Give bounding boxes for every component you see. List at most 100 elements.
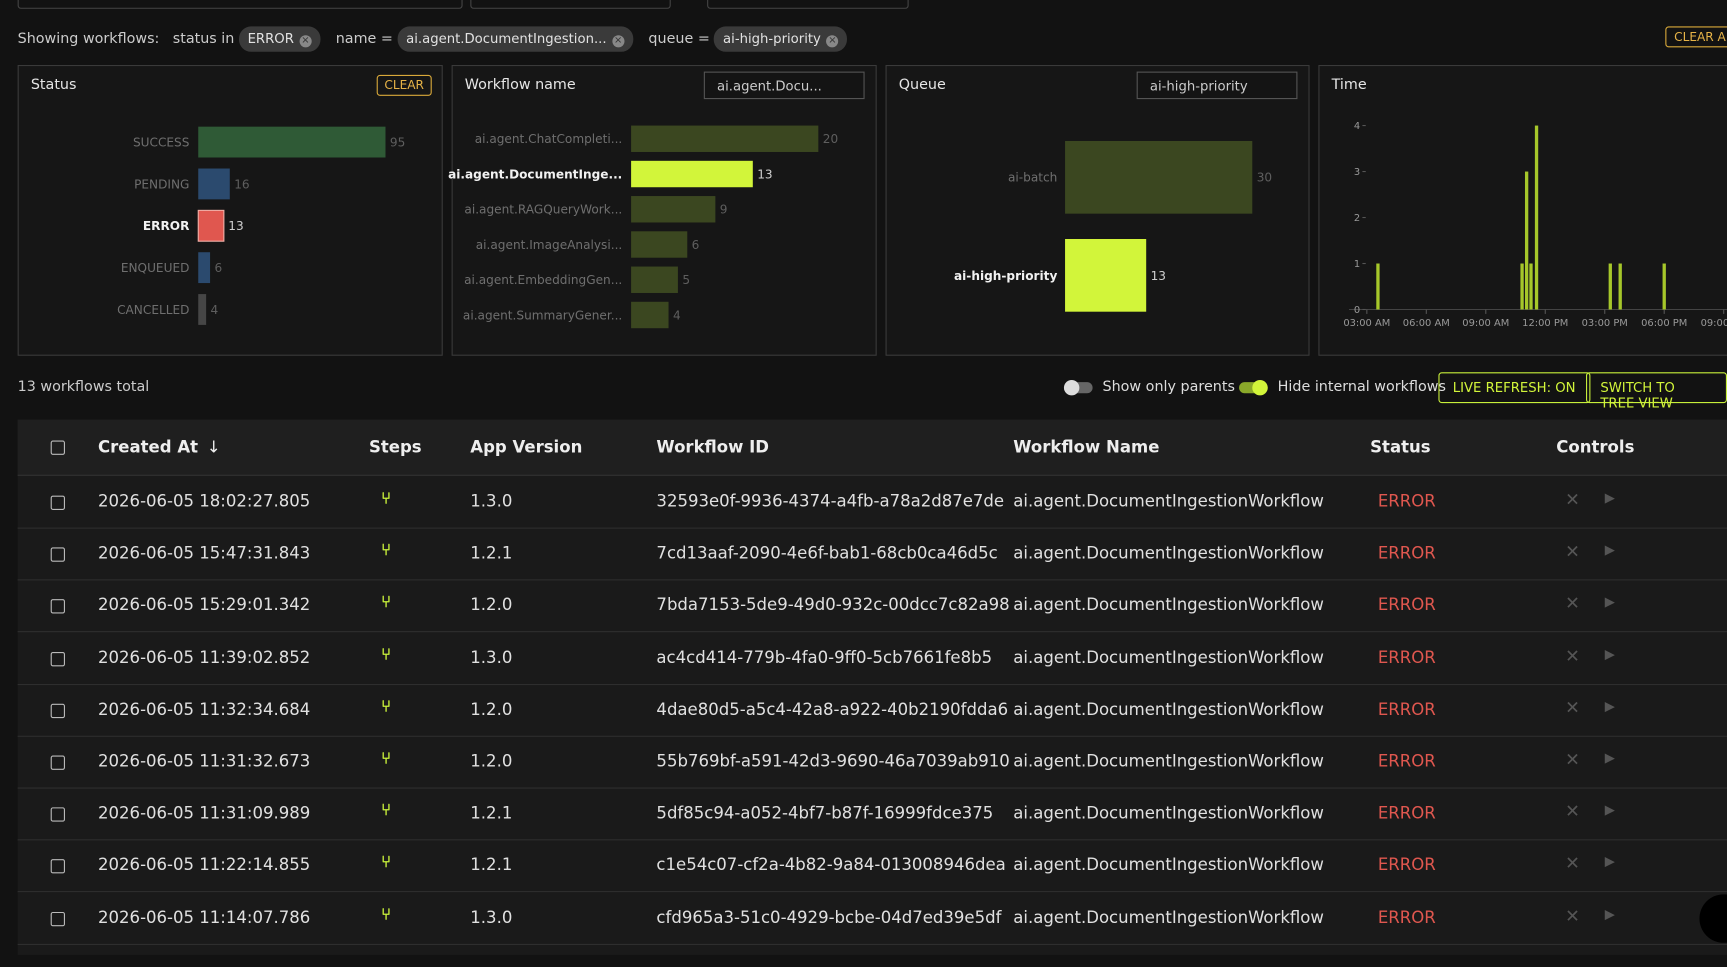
resume-icon[interactable]: ▶ [1604,698,1615,714]
table-cell: ai.agent.DocumentIngestionWorkflow [1013,647,1324,668]
panel-title: Queue [898,77,946,94]
table-row [17,684,1727,737]
table-row [17,788,1727,841]
column-header: App Version [470,437,583,458]
status-cell: ERROR [1377,751,1436,771]
table-cell: 2026-06-05 11:32:34.684 [98,699,311,719]
resume-icon[interactable]: ▶ [1604,802,1615,818]
status-panel: Status CLEAR [17,64,443,356]
row-checkbox[interactable] [50,651,65,666]
table-cell: 1.3.0 [470,907,513,927]
sort-arrow: ↓ [206,437,221,458]
table-cell: 2026-06-05 11:14:07.786 [98,907,311,927]
resume-icon[interactable]: ▶ [1604,542,1615,558]
resume-icon[interactable]: ▶ [1604,750,1615,766]
table-cell: 5df85c94-a052-4bf7-b87f-16999fdce375 [656,803,994,823]
search-box[interactable] [707,0,909,9]
toggle[interactable] [1063,379,1093,396]
toggle[interactable] [1239,379,1268,396]
queue-panel: Queue ai-high-priority [885,64,1310,356]
table-cell: 32593e0f-9936-4374-a4fb-a78a2d87e7de [656,491,1005,512]
table-cell: 2026-06-05 15:47:31.843 [98,543,311,564]
name-filter-input[interactable]: ai.agent.Docu... [703,71,865,100]
steps-icon[interactable]: ⑂ [381,539,392,560]
row-checkbox[interactable] [50,755,65,770]
status-cell: ERROR [1377,491,1436,512]
remove-filter[interactable]: × [299,35,312,48]
table-cell: c1e54c07-cf2a-4b82-9a84-013008946dea [656,855,1006,875]
remove-filter[interactable]: × [826,35,839,48]
table-row [17,840,1727,893]
cancel-icon[interactable]: ✕ [1565,800,1580,822]
search-box[interactable] [470,0,671,9]
tree-view-button[interactable]: SWITCH TO TREE VIEW [1586,372,1727,411]
header-checkbox[interactable] [50,440,65,455]
toggle-knob [1063,379,1080,396]
table-cell: ai.agent.DocumentIngestionWorkflow [1013,803,1324,823]
filter-field: status in [172,30,235,48]
row-checkbox[interactable] [50,495,65,510]
resume-icon[interactable]: ▶ [1604,854,1615,870]
steps-icon[interactable]: ⑂ [381,903,392,924]
steps-icon[interactable]: ⑂ [381,747,392,768]
cancel-icon[interactable]: ✕ [1565,489,1580,510]
toggle-label: Show only parents [1102,378,1235,396]
cancel-icon[interactable]: ✕ [1565,904,1580,926]
cancel-icon[interactable]: ✕ [1565,696,1580,718]
table-cell: 1.2.1 [470,803,513,823]
remove-filter[interactable]: × [612,35,625,48]
column-header: Status [1370,437,1431,458]
row-checkbox[interactable] [50,703,65,718]
row-checkbox[interactable] [50,911,65,926]
steps-icon[interactable]: ⑂ [381,695,392,716]
column-header: Steps [368,437,422,458]
steps-icon[interactable]: ⑂ [381,799,392,820]
filter-chip: ai.agent.DocumentIngestion... × [397,26,633,52]
status-cell: ERROR [1377,803,1436,823]
table-row [17,476,1727,529]
resume-icon[interactable]: ▶ [1604,906,1615,922]
cancel-icon[interactable]: ✕ [1565,852,1580,874]
table-cell: 55b769bf-a591-42d3-9690-46a7039ab910 [656,751,1010,771]
steps-icon[interactable]: ⑂ [381,591,392,612]
filter-field: queue = [648,30,710,48]
row-checkbox[interactable] [50,599,65,614]
steps-icon[interactable]: ⑂ [381,851,392,872]
table-cell: cfd965a3-51c0-4929-bcbe-04d7ed39e5df [656,907,1002,927]
table-cell: 7cd13aaf-2090-4e6f-bab1-68cb0ca46d5c [656,543,998,564]
row-checkbox[interactable] [50,859,65,874]
row-checkbox[interactable] [50,807,65,822]
clear-all-button[interactable]: CLEAR ALL [1665,26,1727,48]
queue-filter-input[interactable]: ai-high-priority [1136,71,1298,100]
status-cell: ERROR [1377,647,1436,668]
workflows-table: Created At ↓ Steps App Version Workflow ID Wo… [17,419,1727,955]
resume-icon[interactable]: ▶ [1604,490,1615,506]
table-cell: ai.agent.DocumentIngestionWorkflow [1013,855,1324,875]
filter-label: Showing workflows: [17,30,160,48]
status-cell: ERROR [1377,543,1436,564]
steps-icon[interactable]: ⑂ [381,487,392,508]
clear-button[interactable]: CLEAR [376,74,432,96]
cancel-icon[interactable]: ✕ [1565,644,1580,666]
steps-icon[interactable]: ⑂ [381,643,392,664]
table-row [17,632,1727,685]
cancel-icon[interactable]: ✕ [1565,540,1580,562]
cancel-icon[interactable]: ✕ [1565,592,1580,614]
table-cell: 1.2.1 [470,543,513,564]
cancel-icon[interactable]: ✕ [1565,748,1580,770]
table-row [17,736,1727,789]
resume-icon[interactable]: ▶ [1604,646,1615,662]
live-refresh-button[interactable]: LIVE REFRESH: ON [1438,372,1590,404]
row-checkbox[interactable] [50,547,65,562]
table-cell: 1.3.0 [470,647,513,668]
table-cell: 2026-06-05 11:31:09.989 [98,803,311,823]
table-row [17,528,1727,581]
table-cell: ai.agent.DocumentIngestionWorkflow [1013,543,1324,564]
table-cell: ai.agent.DocumentIngestionWorkflow [1013,595,1324,616]
search-box[interactable] [17,0,463,9]
filter-field: name = [335,30,393,48]
workflow-name-panel: Workflow name ai.agent.Docu... [451,64,877,356]
resume-icon[interactable]: ▶ [1604,594,1615,610]
filter-bar: Showing workflows: status in ERROR × name =… [17,26,854,52]
